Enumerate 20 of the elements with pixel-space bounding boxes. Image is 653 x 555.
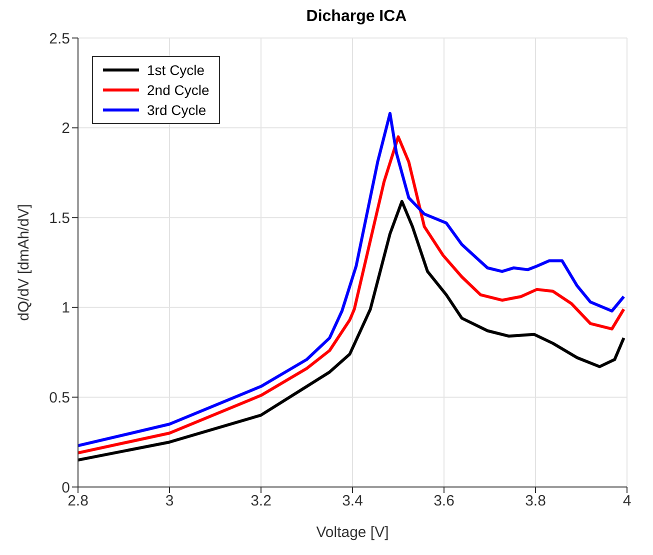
y-tick-label: 1 [62, 300, 70, 317]
y-tick-label: 2 [62, 120, 70, 138]
x-tick-label: 4 [622, 492, 632, 510]
x-tick-label: 3.2 [250, 492, 272, 510]
legend-label: 1st Cycle [147, 62, 205, 78]
y-axis-title: dQ/dV [dmAh/dV] [15, 204, 32, 321]
chart-title: Dicharge ICA [305, 8, 408, 27]
legend-label: 2nd Cycle [147, 82, 210, 98]
x-tick-label: 3.6 [434, 492, 454, 510]
x-tick-label: 2.8 [68, 492, 88, 510]
x-tick-label: 3 [165, 492, 174, 510]
legend-label: 3rd Cycle [147, 102, 206, 118]
x-tick-label: 3.4 [342, 492, 363, 510]
y-tick-label: 0 [62, 479, 70, 496]
y-tick-label: 1.5 [49, 210, 70, 227]
x-axis-title: Voltage [V] [316, 524, 389, 541]
y-tick-label: 0.5 [49, 390, 70, 407]
line-series [78, 200, 626, 462]
y-tick-label: 2.5 [49, 30, 70, 48]
x-tick-label: 3.8 [525, 492, 546, 510]
